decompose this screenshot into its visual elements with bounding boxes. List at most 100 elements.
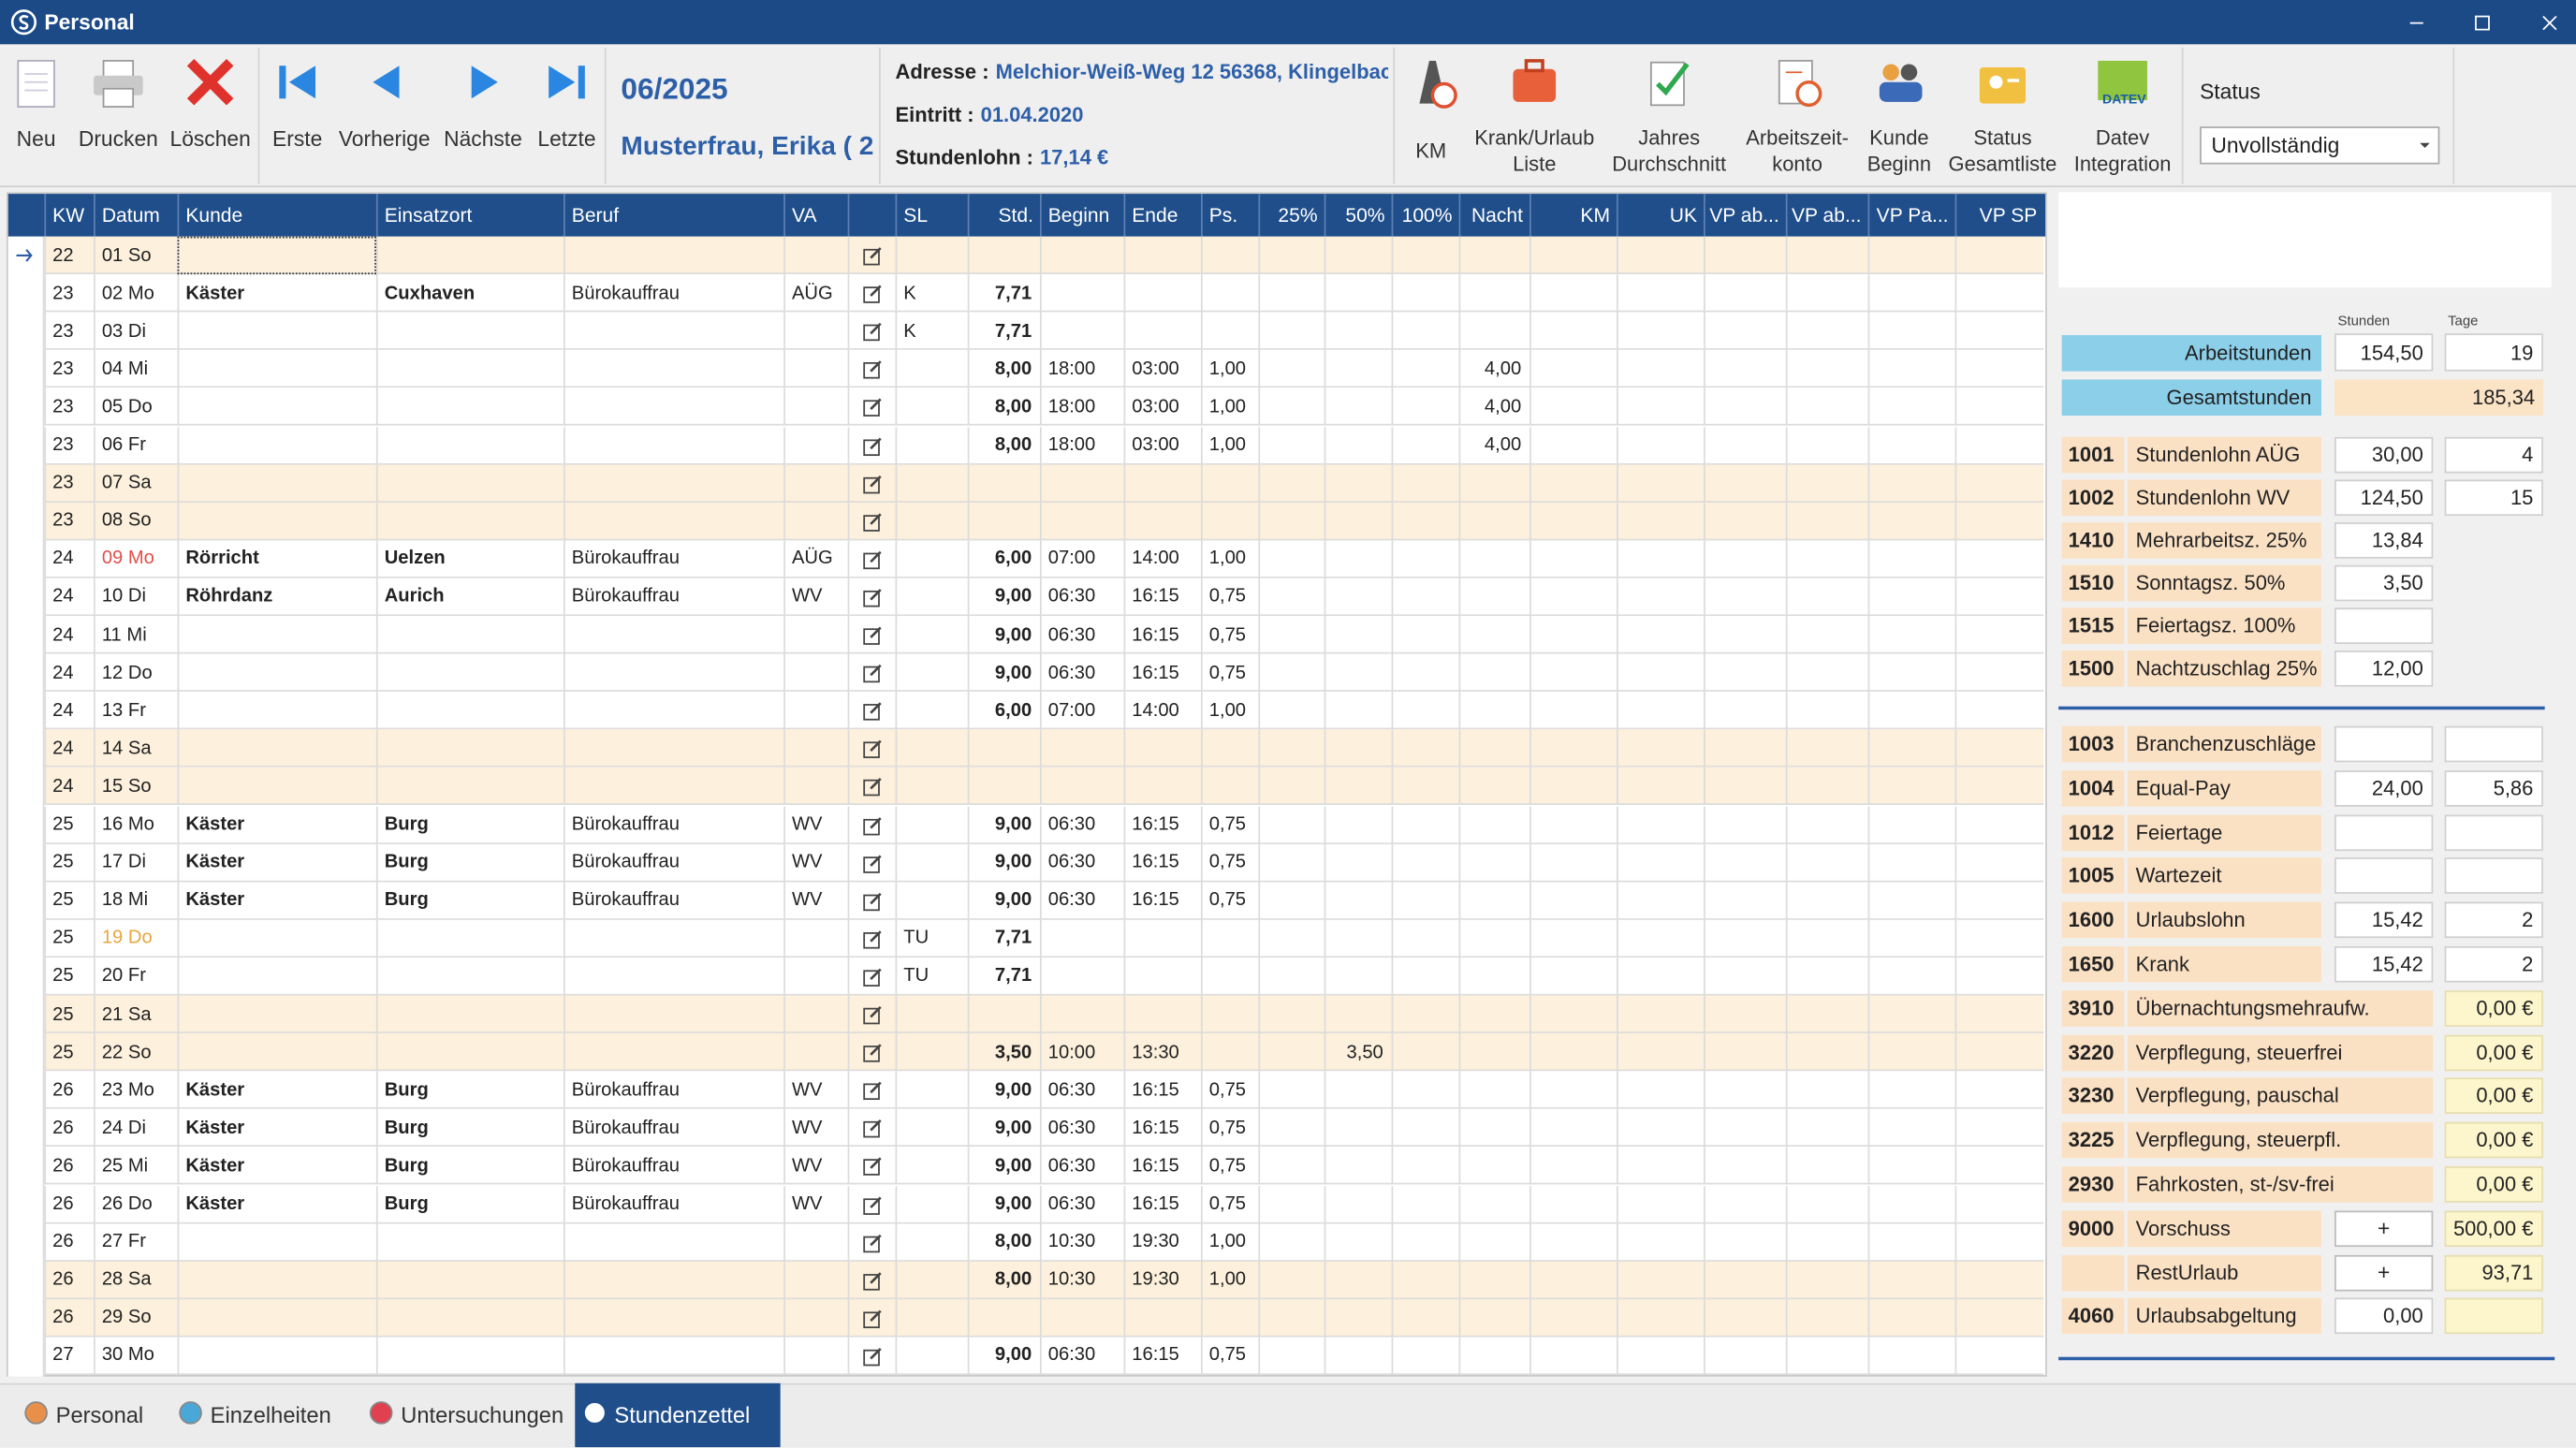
column-header[interactable]: Nacht [1458,194,1530,237]
column-header[interactable]: Datum [94,194,178,237]
cell[interactable]: Röhrdanz [185,587,273,607]
cell[interactable]: 16:15 [1132,624,1179,645]
cell[interactable]: Bürokauffrau [571,1156,680,1177]
cell[interactable]: 25 [52,929,74,949]
cell[interactable]: 25 [52,966,74,987]
cell[interactable]: WV [791,1118,823,1139]
cell[interactable]: Bürokauffrau [571,587,680,607]
cell[interactable]: Käster [185,1118,245,1139]
column-header[interactable]: Std. [967,194,1040,237]
cell[interactable]: 26 [52,1156,74,1177]
cell[interactable]: 0,75 [1208,624,1247,645]
cell[interactable]: 4,00 [1484,435,1522,456]
tool-button[interactable]: Arbeitszeit- konto [1746,126,1849,176]
nav-button[interactable]: Nächste [444,125,522,151]
cell[interactable]: 18:00 [1047,435,1096,456]
cell[interactable]: 06:30 [1047,814,1096,835]
cell[interactable]: Burg [384,1118,429,1139]
cell[interactable]: 16:15 [1132,1118,1179,1139]
nav-button[interactable]: Letzte [537,125,596,151]
column-header[interactable]: VP SP [1954,194,2044,237]
cell[interactable]: 24 [52,777,74,797]
nav-button[interactable]: Vorherige [338,125,431,151]
cell[interactable]: Bürokauffrau [571,853,680,873]
cell[interactable]: 16:15 [1132,1346,1179,1367]
cell[interactable]: 13 Fr [101,700,146,722]
cell[interactable]: 07:00 [1047,548,1096,569]
cell[interactable]: Bürokauffrau [571,1080,680,1101]
cell[interactable]: 8,00 [994,435,1032,456]
tool-button[interactable]: Status Gesamtliste [1948,126,2057,176]
tool-button[interactable]: KM [1415,139,1447,163]
cell[interactable]: 03 Di [101,321,146,342]
cell[interactable]: K [903,321,916,342]
cell[interactable]: 13:30 [1132,1042,1179,1062]
cell[interactable]: 10:30 [1047,1270,1096,1291]
tool-button[interactable]: Kunde Beginn [1866,126,1932,176]
cell[interactable]: 3,50 [1346,1042,1383,1062]
column-header[interactable]: VP ab... [1704,194,1786,237]
cell[interactable]: 0,75 [1208,1194,1247,1215]
cell[interactable]: 09 Mo [101,548,154,569]
cell[interactable]: 06:30 [1047,890,1096,911]
cell[interactable]: 16:15 [1132,1156,1179,1177]
cell[interactable]: Uelzen [384,548,446,569]
cell[interactable]: 0,75 [1208,1118,1247,1139]
cell[interactable]: Rörricht [185,548,259,569]
cell[interactable]: 26 [52,1308,74,1328]
cell[interactable]: 04 Mi [101,359,149,380]
cell[interactable]: 0,75 [1208,814,1247,835]
cell[interactable]: 24 [52,700,74,722]
cell[interactable]: 7,71 [994,321,1032,342]
cell[interactable]: 7,71 [994,966,1032,987]
cell[interactable]: 10 Di [101,587,146,607]
cell[interactable]: 16:15 [1132,814,1179,835]
cell[interactable]: 23 [52,359,74,380]
cell[interactable]: 06:30 [1047,1118,1096,1139]
status-dropdown[interactable]: Unvollständig [2200,126,2440,165]
cell[interactable]: 9,00 [994,624,1032,645]
cell[interactable]: 24 Di [101,1118,146,1139]
window-controls[interactable] [2391,10,2571,37]
column-header[interactable]: Ps. [1200,194,1258,237]
nav-button[interactable]: Drucken [78,125,158,151]
cell[interactable]: Burg [384,890,429,911]
cell[interactable]: Aurich [384,587,445,607]
cell[interactable]: 6,00 [994,548,1032,569]
cell[interactable]: AÜG [791,284,833,304]
column-header[interactable]: Ende [1123,194,1200,237]
cell[interactable]: 06:30 [1047,1156,1096,1177]
cell[interactable]: Bürokauffrau [571,890,680,911]
cell[interactable]: 1,00 [1208,1232,1247,1252]
cell[interactable]: WV [791,1080,823,1101]
cell[interactable]: 9,00 [994,1156,1032,1177]
cell[interactable]: 24 [52,587,74,607]
cell[interactable]: 05 Do [101,397,153,417]
cell[interactable]: 16:15 [1132,890,1179,911]
cell[interactable]: 1,00 [1208,397,1247,417]
cell[interactable]: 1,00 [1208,548,1247,569]
cell[interactable]: 9,00 [994,587,1032,607]
cell[interactable]: 06 Fr [101,435,146,456]
tool-button[interactable]: Krank/Urlaub Liste [1475,126,1594,176]
column-header[interactable]: KW [44,194,94,237]
cell[interactable]: 06:30 [1047,587,1096,607]
column-header[interactable]: VP Pa... [1867,194,1955,237]
tab-label[interactable]: Personal [55,1402,144,1428]
cell[interactable]: Bürokauffrau [571,548,680,569]
cell[interactable]: 25 Mi [101,1156,149,1177]
cell[interactable]: 0,75 [1208,1346,1247,1367]
cell[interactable]: 23 [52,435,74,456]
cell[interactable]: TU [903,929,929,949]
cell[interactable]: 22 So [101,1042,152,1062]
cell[interactable]: WV [791,890,823,911]
cell[interactable]: 0,75 [1208,1080,1247,1101]
cell[interactable]: 16:15 [1132,853,1179,873]
cell[interactable]: Käster [185,1156,245,1177]
cell[interactable]: 9,00 [994,853,1032,873]
cell[interactable]: 26 [52,1194,74,1215]
cell[interactable]: 9,00 [994,1194,1032,1215]
cell[interactable]: K [903,284,916,304]
cell[interactable]: 26 [52,1118,74,1139]
cell[interactable]: 08 So [101,511,152,532]
